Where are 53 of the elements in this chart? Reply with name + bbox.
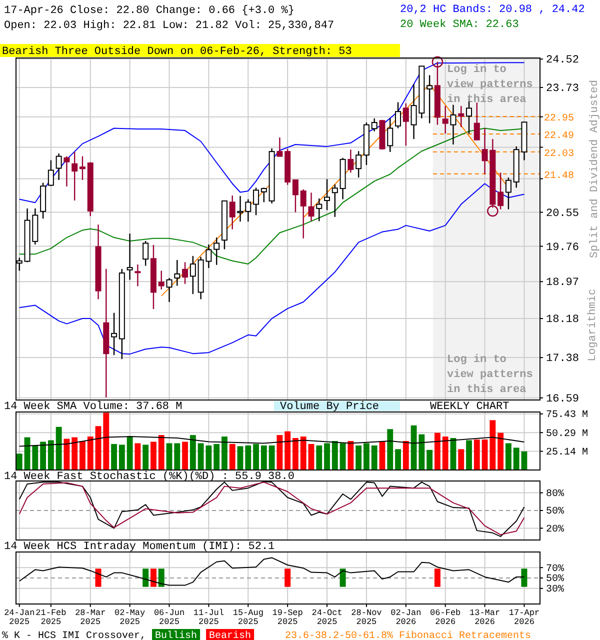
x-tick-label: 28-Nov 2025	[351, 608, 382, 628]
x-tick-label: 06-Jun 2025	[154, 608, 185, 628]
chart-title: 14 Week SMA Volume: 37.68 M	[4, 401, 182, 413]
y-tick-label: 18.18	[546, 314, 580, 326]
y-tick-label: 25.14 M	[546, 448, 588, 459]
y-tick-label: 18.97	[546, 277, 580, 290]
text: 23.6-38.2-50-61.8% Fibonacci Retracements	[285, 630, 532, 640]
ref-line-label: 22.03	[544, 148, 574, 160]
x-tick-label: 28-Mar 2025	[75, 608, 106, 628]
x-tick-label: 13-Mar 2026	[469, 608, 500, 628]
text: Bearish Three Outside Down on 06-Feb-26, Strength: 53	[2, 46, 352, 58]
chart-title: 14 Week Fast Stochastic (%K)(%D) : 55.9 38.0	[4, 471, 294, 483]
text: Logarithmic	[587, 288, 599, 362]
x-tick-label: 24-Oct 2025	[312, 608, 342, 628]
chart-subtitle: Open: 22.03 High: 22.81 Low: 21.82 Vol: 25,330,847	[4, 20, 334, 32]
x-tick-label: 24-Jan 2025	[4, 608, 35, 628]
x-tick-label: 17-Apr 2026	[508, 608, 540, 628]
y-tick-label: 23.73	[546, 82, 580, 95]
annotation: Log in to view patterns in this area	[447, 64, 533, 106]
y-tick-label: 24.52	[546, 54, 580, 67]
y-tick-label: 16.59	[546, 393, 580, 406]
annotation: WEEKLY CHART	[430, 401, 510, 413]
y-tick-label: 80%	[546, 489, 564, 500]
chart-title: 17-Apr-26 Close: 22.80 Change: 0.66 {+3.0 %}	[4, 5, 294, 17]
y-tick-label: 50%	[546, 506, 564, 518]
x-tick-label: 06-Feb 2026	[430, 608, 461, 628]
annotation: Log in to view patterns in this area	[447, 354, 533, 396]
chart-title: 14 Week HCS Intraday Momentum (IMI): 52.1	[4, 541, 276, 553]
text: Bearish	[209, 630, 252, 640]
ref-line-label: 22.95	[544, 113, 574, 124]
x-tick-label: 02-May 2025	[114, 608, 146, 628]
y-tick-label: 50%	[546, 574, 564, 586]
y-tick-label: 75.43 M	[546, 410, 588, 422]
x-tick-label: 11-Jul 2025	[193, 608, 224, 628]
ref-line-label: 22.49	[544, 131, 574, 142]
y-axis-title: Split and Dividend Adjusted	[589, 80, 600, 258]
legend-title: % K - HCS IMI Crossover,	[2, 631, 146, 640]
text: 20 Week SMA: 22.63	[400, 19, 519, 31]
y-tick-label: 30%	[546, 584, 564, 596]
text: 20,2 HC Bands: 20.98 , 24.42	[400, 4, 585, 16]
y-tick-label: 50.29 M	[546, 428, 588, 440]
ref-line-label: 21.48	[544, 170, 574, 182]
y-tick-label: 19.76	[546, 242, 580, 254]
x-tick-label: 21-Feb 2025	[36, 608, 66, 628]
x-tick-label: 15-Aug 2025	[232, 608, 264, 628]
y-tick-label: 17.38	[546, 353, 580, 366]
y-tick-label: 70%	[546, 564, 564, 575]
text: Bullish	[155, 630, 198, 640]
annotation: Volume By Price	[280, 401, 380, 413]
y-tick-label: 20.55	[546, 208, 580, 220]
x-tick-label: 19-Sep 2025	[272, 608, 303, 628]
x-tick-label: 02-Jan 2026	[390, 608, 422, 628]
y-tick-label: 20%	[546, 524, 564, 536]
